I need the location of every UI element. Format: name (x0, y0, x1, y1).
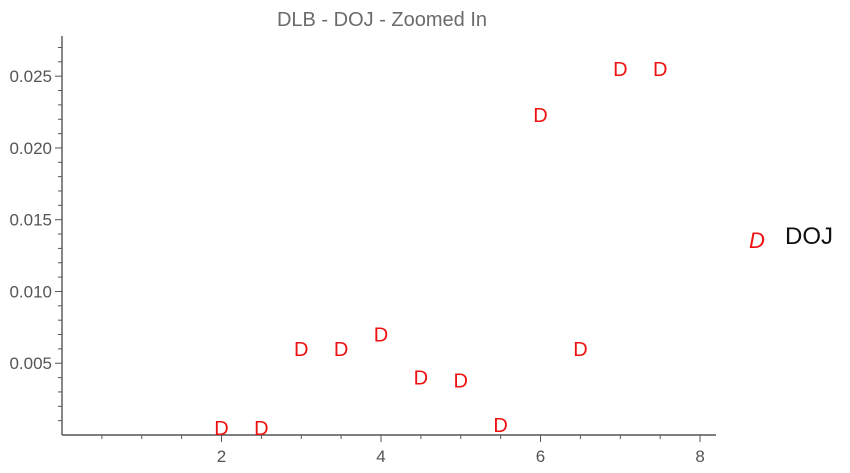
legend-marker: D (749, 228, 765, 253)
y-tick-label: 0.010 (9, 282, 52, 301)
data-point: D (454, 370, 468, 392)
data-points: D D D D D D D D D D D D (214, 59, 667, 440)
data-point: D (493, 415, 507, 437)
data-point: D (374, 325, 388, 347)
data-point: D (294, 339, 308, 361)
data-point: D (613, 59, 627, 81)
tick-labels: 2 4 6 8 0.005 0.010 0.015 0.020 0.025 (9, 67, 704, 466)
data-point: D (214, 418, 228, 440)
legend-label: DOJ (785, 223, 833, 250)
x-tick-label: 6 (536, 447, 545, 466)
data-point: D (573, 339, 587, 361)
x-tick-label: 8 (695, 447, 704, 466)
legend: D DOJ (749, 223, 833, 253)
axes (61, 36, 716, 436)
data-point: D (533, 105, 547, 127)
y-tick-label: 0.025 (9, 67, 52, 86)
chart-title: DLB - DOJ - Zoomed In (277, 9, 487, 31)
x-tick-label: 2 (217, 447, 226, 466)
data-point: D (414, 368, 428, 390)
data-point: D (254, 418, 268, 440)
y-tick-label: 0.015 (9, 211, 52, 230)
data-point: D (334, 339, 348, 361)
axis-ticks (55, 46, 701, 442)
data-point: D (653, 59, 667, 81)
x-tick-label: 4 (376, 447, 385, 466)
y-tick-label: 0.005 (9, 354, 52, 373)
y-tick-label: 0.020 (9, 139, 52, 158)
